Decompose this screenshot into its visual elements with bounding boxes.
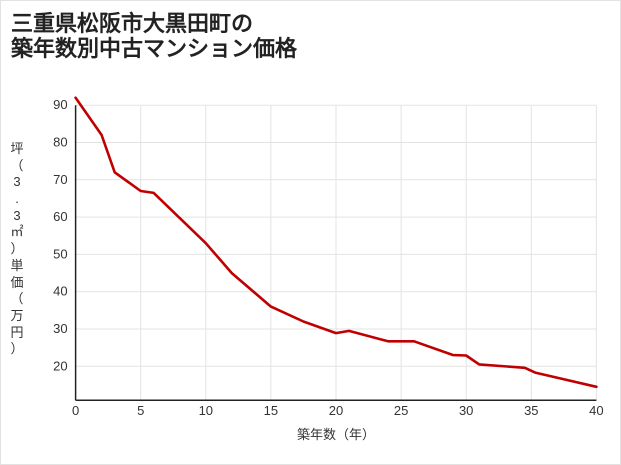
svg-text:40: 40 (589, 403, 603, 418)
svg-text:50: 50 (53, 246, 67, 261)
svg-text:40: 40 (53, 284, 67, 299)
svg-text:35: 35 (524, 403, 538, 418)
svg-text:25: 25 (394, 403, 408, 418)
svg-text:20: 20 (53, 358, 67, 373)
svg-text:5: 5 (137, 403, 144, 418)
svg-text:30: 30 (459, 403, 473, 418)
svg-text:60: 60 (53, 209, 67, 224)
svg-text:15: 15 (264, 403, 278, 418)
svg-text:80: 80 (53, 135, 67, 150)
svg-text:0: 0 (72, 403, 79, 418)
svg-text:70: 70 (53, 172, 67, 187)
svg-text:10: 10 (199, 403, 213, 418)
svg-text:30: 30 (53, 321, 67, 336)
svg-text:90: 90 (53, 97, 67, 112)
svg-text:20: 20 (329, 403, 343, 418)
